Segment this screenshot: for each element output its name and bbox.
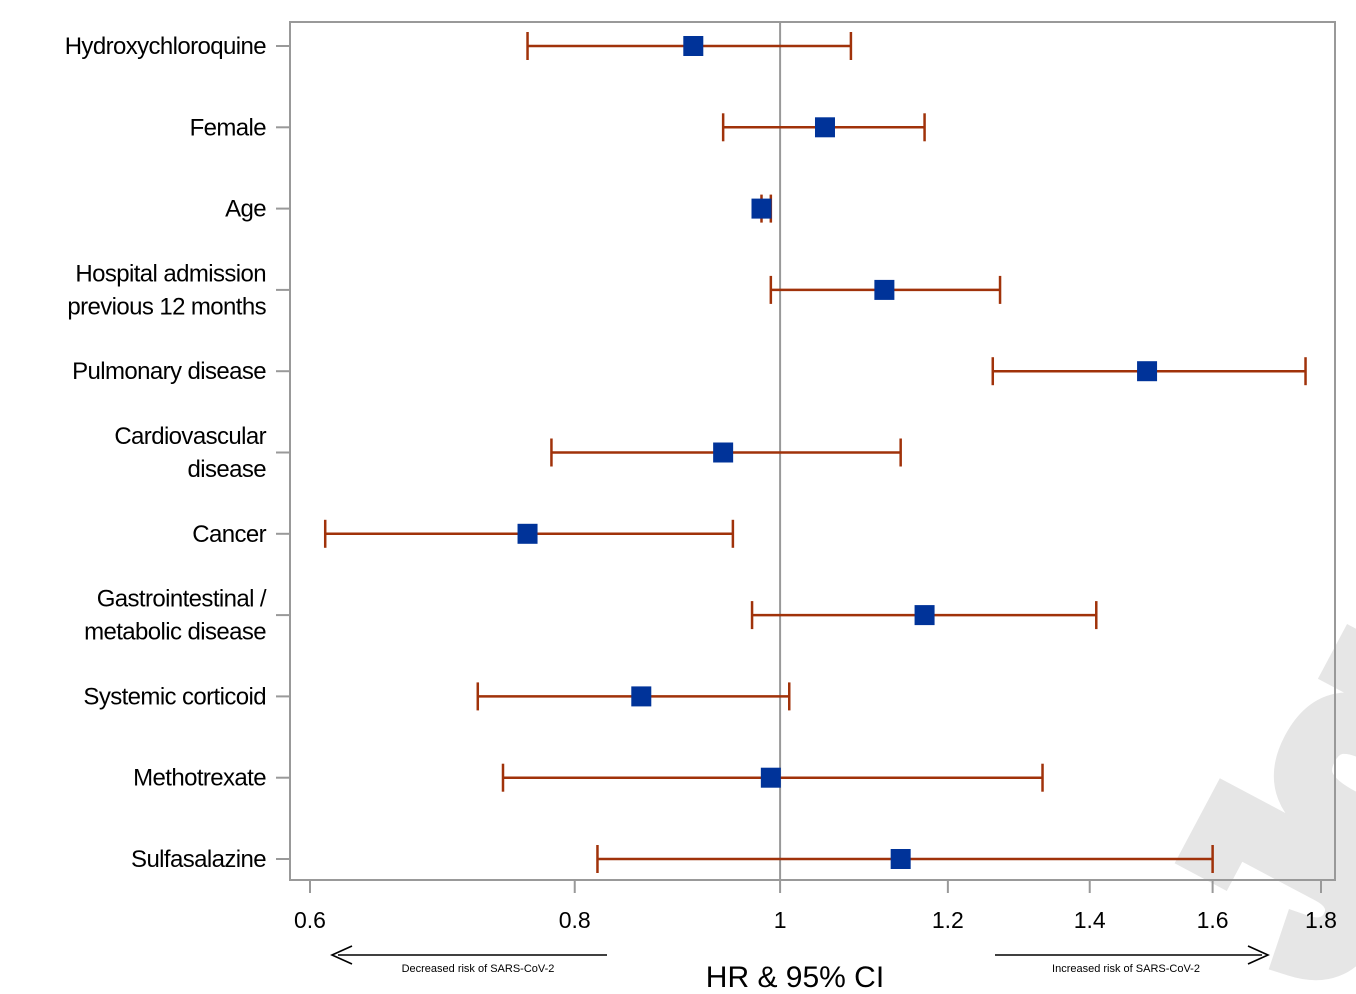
x-axis: 0.6 0.8 1 1.2 1.4 1.6 1.8: [294, 880, 1337, 933]
hr-marker: [683, 36, 704, 56]
row-label-line: metabolic disease: [84, 619, 266, 646]
hr-marker: [814, 117, 835, 138]
row-label-line: previous 12 months: [67, 293, 266, 320]
left-arrowhead: [330, 945, 353, 965]
plot-frame: [289, 21, 1336, 881]
x-tick-label: 1.2: [932, 907, 964, 933]
row-label-line: Cardiovascular: [114, 423, 266, 450]
x-tick-label: 1.6: [1197, 907, 1229, 933]
row-label: Systemic corticoid: [83, 683, 266, 710]
forest-row: Hospital admission previous 12 months: [67, 260, 1002, 320]
forest-row: Pulmonary disease: [72, 357, 1307, 386]
x-tick-label: 0.8: [559, 907, 591, 933]
row-label-line: Gastrointestinal /: [97, 586, 267, 613]
row-label-line: Hydroxychloroquine: [65, 33, 267, 60]
hr-marker: [760, 767, 781, 788]
risk-arrows: Decreased risk of SARS-CoV-2 Increased r…: [330, 945, 1270, 975]
row-label-line: disease: [187, 456, 266, 483]
row-label-line: Methotrexate: [133, 765, 266, 792]
hr-marker: [914, 605, 935, 626]
hr-marker: [713, 442, 734, 463]
hr-marker: [751, 198, 772, 219]
hr-marker: [517, 523, 538, 544]
hr-marker: [631, 686, 652, 707]
row-label: Cancer: [192, 521, 266, 548]
forest-row: Age: [225, 194, 773, 223]
x-tick-label: 1.8: [1305, 907, 1337, 933]
forest-row: Systemic corticoid: [83, 682, 791, 711]
forest-row: Sulfasalazine: [131, 845, 1214, 873]
forest-row: Cancer: [192, 519, 735, 548]
row-label-line: Pulmonary disease: [72, 358, 266, 385]
x-tick-label: 0.6: [294, 907, 326, 933]
x-tick-label: 1.4: [1074, 907, 1106, 933]
row-label: Gastrointestinal / metabolic disease: [84, 586, 267, 646]
row-label-line: Systemic corticoid: [83, 683, 266, 710]
forest-row: Cardiovascular disease: [114, 423, 902, 483]
right-arrowhead: [1247, 945, 1270, 965]
x-axis-title: HR & 95% CI: [706, 961, 884, 994]
row-label-line: Hospital admission: [75, 260, 266, 287]
decreased-risk-label: Decreased risk of SARS-CoV-2: [402, 963, 555, 975]
row-label: Methotrexate: [133, 765, 266, 792]
rows-group: Hydroxychloroquine Female Age Hospital admi…: [65, 32, 1307, 873]
row-label: Pulmonary disease: [72, 358, 266, 385]
hr-marker: [874, 279, 895, 300]
forest-row: Hydroxychloroquine: [65, 32, 853, 60]
row-label-line: Cancer: [192, 521, 266, 548]
forest-row: Gastrointestinal / metabolic disease: [84, 586, 1098, 646]
row-label: Female: [190, 114, 267, 141]
row-label: Age: [225, 196, 266, 223]
hr-marker: [1137, 361, 1158, 382]
row-label: Hospital admission previous 12 months: [67, 260, 266, 320]
forest-row: Female: [190, 113, 926, 142]
row-label: Hydroxychloroquine: [65, 33, 267, 60]
watermark-text: Journal Pre-proof: [1130, 0, 1356, 994]
row-label-line: Female: [190, 114, 267, 141]
row-label-line: Sulfasalazine: [131, 846, 266, 873]
row-label: Cardiovascular disease: [114, 423, 266, 483]
hr-marker: [890, 849, 911, 869]
row-label: Sulfasalazine: [131, 846, 266, 873]
watermark: Journal Pre-proof: [1110, 0, 1356, 994]
x-tick-label: 1: [774, 907, 787, 933]
row-label-line: Age: [225, 196, 266, 223]
increased-risk-label: Increased risk of SARS-CoV-2: [1052, 963, 1200, 975]
forest-row: Methotrexate: [133, 763, 1044, 792]
